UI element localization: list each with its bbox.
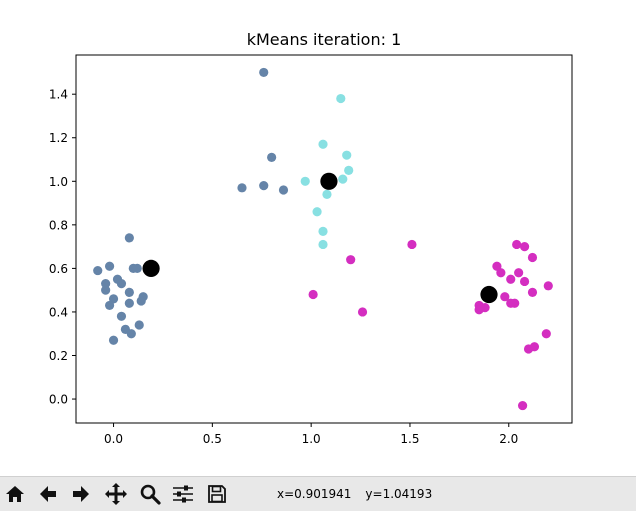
x-tick-label: 1.0 [302,432,321,446]
cluster-3-point [519,276,530,287]
pan-icon [105,483,127,505]
y-tick-label: 0.0 [49,393,68,407]
cluster-1-point [136,296,146,306]
cluster-3-point [527,287,538,297]
cluster-2-point [336,93,346,104]
cluster-2-point [318,226,328,236]
cluster-1-point [116,279,127,289]
cluster-3-point [519,242,530,252]
cluster-3-point [308,289,318,300]
back-button[interactable] [33,480,63,508]
cluster-1-point [93,265,103,276]
y-axis: 0.0 0.2 0.4 0.6 0.8 1.0 1.2 1.4 [49,88,76,407]
forward-arrow-icon [73,486,89,502]
save-button[interactable] [202,480,232,508]
cluster-3-point [541,329,551,339]
cluster-3-point [474,305,484,315]
y-tick-label: 0.6 [49,262,68,276]
y-tick-label: 0.8 [49,218,68,232]
centroid-points [142,172,498,304]
data-points [93,67,553,411]
chart-title: kMeans iteration: 1 [247,30,402,49]
home-icon [6,486,24,502]
cluster-1-point [104,261,115,271]
x-axis: 0.0 0.5 1.0 1.5 2.0 [104,423,518,446]
cluster-3-point [500,292,510,302]
navigation-toolbar: x=0.901941 y=1.04193 [0,476,636,511]
cluster-1-point [116,311,127,321]
cursor-x: x=0.901941 [277,487,352,501]
cluster-1-point [134,320,144,330]
cluster-2-point [338,174,348,184]
cluster-3-point [523,344,534,354]
cluster-2-point [342,150,352,160]
cluster-3-point [527,252,538,263]
y-tick-label: 1.0 [49,175,68,189]
cluster-2-point [312,207,322,217]
centroid-point [480,285,498,304]
cluster-3-point [506,274,516,284]
cluster-1-point [101,285,111,295]
configure-subplots-button[interactable] [168,480,198,508]
cluster-2-point [344,165,354,176]
cluster-3-point [346,255,356,265]
x-tick-label: 0.5 [203,432,222,446]
y-tick-label: 1.4 [49,88,68,102]
cluster-2-point [322,189,332,199]
x-tick-label: 1.5 [400,432,419,446]
cluster-1-point [101,279,111,289]
cluster-1-point [104,300,115,311]
cluster-3-point [512,239,522,250]
cluster-2-point [300,176,310,186]
cluster-1-point [124,233,134,243]
cluster-1-point [126,329,136,339]
cluster-1-point [278,185,289,195]
centroid-point [142,259,160,277]
cluster-1-point [267,152,277,162]
cluster-3-point [514,268,524,278]
back-arrow-icon [40,486,56,502]
cursor-coordinates: x=0.901941 y=1.04193 [277,487,446,501]
cluster-3-point [496,268,506,278]
cluster-1-point [124,298,134,308]
save-icon [208,485,226,503]
home-button[interactable] [0,480,30,508]
cluster-2-point [318,139,328,149]
zoom-icon [140,484,161,505]
cluster-1-point [259,181,269,191]
cluster-3-point [407,239,417,250]
cluster-1-point [124,287,134,297]
centroid-point [320,172,338,190]
configure-subplots-icon [173,485,193,503]
cluster-1-point [132,263,142,273]
forward-button[interactable] [66,480,96,508]
scatter-plot: kMeans iteration: 1 0.0 0.5 1.0 1.5 2.0 0.00… [49,30,573,446]
x-tick-label: 0.0 [104,432,123,446]
cluster-2-point [318,239,328,250]
y-tick-label: 1.2 [49,131,68,145]
axes-frame [75,54,573,424]
cluster-1-point [259,67,269,78]
cluster-3-point [357,307,368,317]
y-tick-label: 0.4 [49,305,68,319]
cluster-3-point [517,400,528,411]
pan-button[interactable] [101,480,131,508]
cluster-1-point [237,183,247,193]
zoom-button[interactable] [135,480,165,508]
y-tick-label: 0.2 [49,349,68,363]
cursor-y: y=1.04193 [365,487,433,501]
cluster-3-point [543,281,553,291]
figure-canvas[interactable]: kMeans iteration: 1 0.0 0.5 1.0 1.5 2.0 0.0 0… [0,0,636,476]
x-tick-label: 2.0 [499,432,518,446]
cluster-1-point [108,335,119,345]
cluster-3-point [506,298,516,308]
